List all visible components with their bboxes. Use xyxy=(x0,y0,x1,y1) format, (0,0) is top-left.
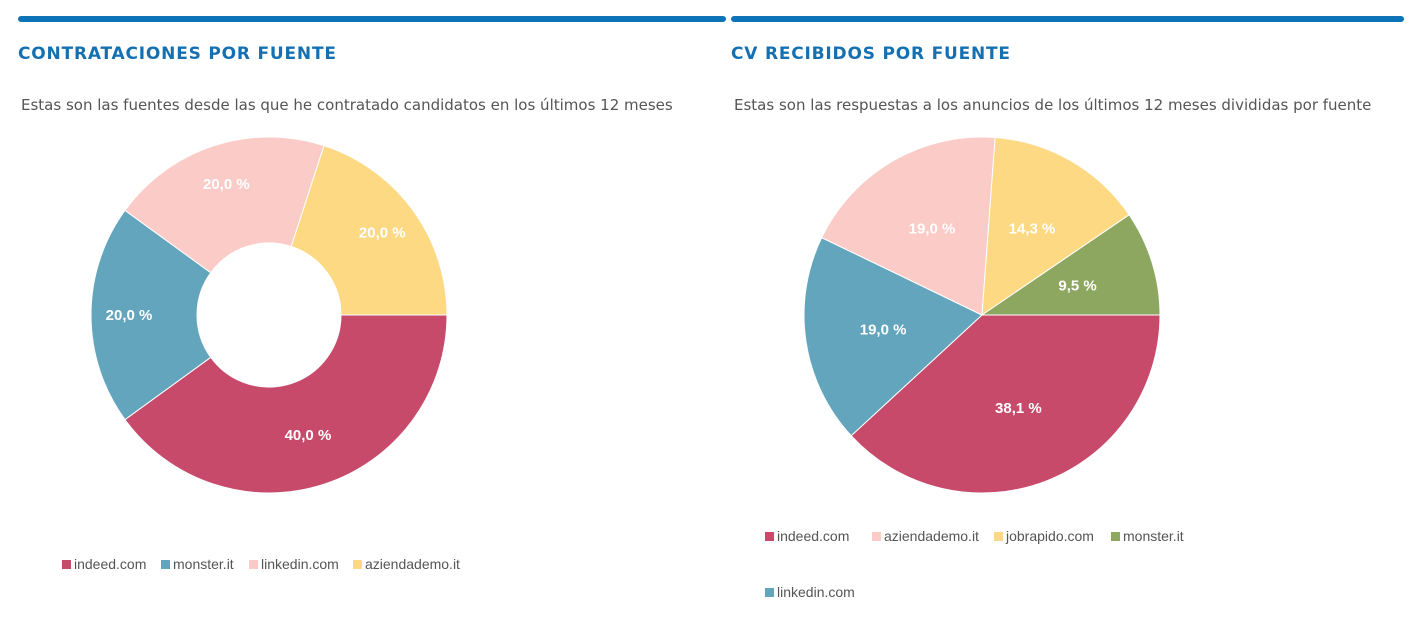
panel-header-bar xyxy=(18,16,726,22)
legend-item[interactable]: aziendademo.it xyxy=(353,556,460,572)
legend-label: indeed.com xyxy=(777,528,850,544)
pie-slice[interactable] xyxy=(124,136,325,274)
slice-data-label: 20,0 % xyxy=(106,307,153,324)
pie-slice[interactable] xyxy=(821,136,996,316)
legend-item[interactable]: linkedin.com xyxy=(765,584,855,600)
legend-swatch xyxy=(62,559,71,569)
pie-slice[interactable] xyxy=(90,209,212,421)
legend-label: jobrapido.com xyxy=(1006,528,1094,544)
legend-label: monster.it xyxy=(1123,528,1184,544)
panel-description: Estas son las fuentes desde las que he c… xyxy=(21,96,673,114)
legend-label: monster.it xyxy=(173,556,234,572)
pie-slice[interactable] xyxy=(290,145,448,316)
hires-by-source-panel: CONTRATACIONES POR FUENTE Estas son las … xyxy=(18,16,726,572)
cv-pie-chart: 38,1 % 19,0 % 19,0 % 14,3 % 9,5 % xyxy=(803,136,1161,494)
legend-swatch xyxy=(1111,531,1120,541)
slice-data-label: 9,5 % xyxy=(1058,278,1096,295)
slice-data-label: 20,0 % xyxy=(203,176,250,193)
legend-item[interactable]: aziendademo.it xyxy=(872,528,979,544)
slice-data-label: 19,0 % xyxy=(909,220,956,237)
legend-item[interactable]: linkedin.com xyxy=(249,556,339,572)
legend-item[interactable]: monster.it xyxy=(1111,528,1184,544)
slice-data-label: 20,0 % xyxy=(359,225,406,242)
panel-description: Estas son las respuestas a los anuncios … xyxy=(734,96,1372,114)
legend-item[interactable]: monster.it xyxy=(161,556,234,572)
panel-title: CONTRATACIONES POR FUENTE xyxy=(18,44,337,64)
pie-slice[interactable] xyxy=(124,314,448,494)
hires-donut-chart: 40,0 % 20,0 % 20,0 % 20,0 % xyxy=(90,136,448,494)
legend-swatch xyxy=(161,559,170,569)
legend-label: indeed.com xyxy=(74,556,147,572)
legend-swatch xyxy=(353,559,362,569)
pie-slice[interactable] xyxy=(980,214,1161,316)
slice-data-label: 19,0 % xyxy=(860,322,907,339)
panel-header-bar xyxy=(731,16,1404,22)
pie-slice[interactable] xyxy=(850,314,1161,494)
slice-data-label: 40,0 % xyxy=(285,427,332,444)
cv-received-by-source-panel: CV RECIBIDOS POR FUENTE Estas son las re… xyxy=(728,0,1421,636)
pie-slice[interactable] xyxy=(981,136,1130,316)
legend-item[interactable]: indeed.com xyxy=(765,528,849,544)
slice-data-label: 14,3 % xyxy=(1009,220,1056,237)
legend-label: linkedin.com xyxy=(261,556,339,572)
pie-slice[interactable] xyxy=(803,236,983,437)
legend-swatch xyxy=(765,531,774,541)
legend-swatch xyxy=(249,559,258,569)
legend-item[interactable]: jobrapido.com xyxy=(994,528,1094,544)
slice-data-label: 38,1 % xyxy=(995,400,1042,417)
panel-title: CV RECIBIDOS POR FUENTE xyxy=(731,44,1011,64)
legend-label: aziendademo.it xyxy=(884,528,979,544)
legend-swatch xyxy=(765,587,774,597)
legend-label: aziendademo.it xyxy=(365,556,460,572)
legend-item[interactable]: indeed.com xyxy=(62,556,146,572)
legend-swatch xyxy=(994,531,1003,541)
legend-swatch xyxy=(872,531,881,541)
legend-label: linkedin.com xyxy=(777,584,855,600)
